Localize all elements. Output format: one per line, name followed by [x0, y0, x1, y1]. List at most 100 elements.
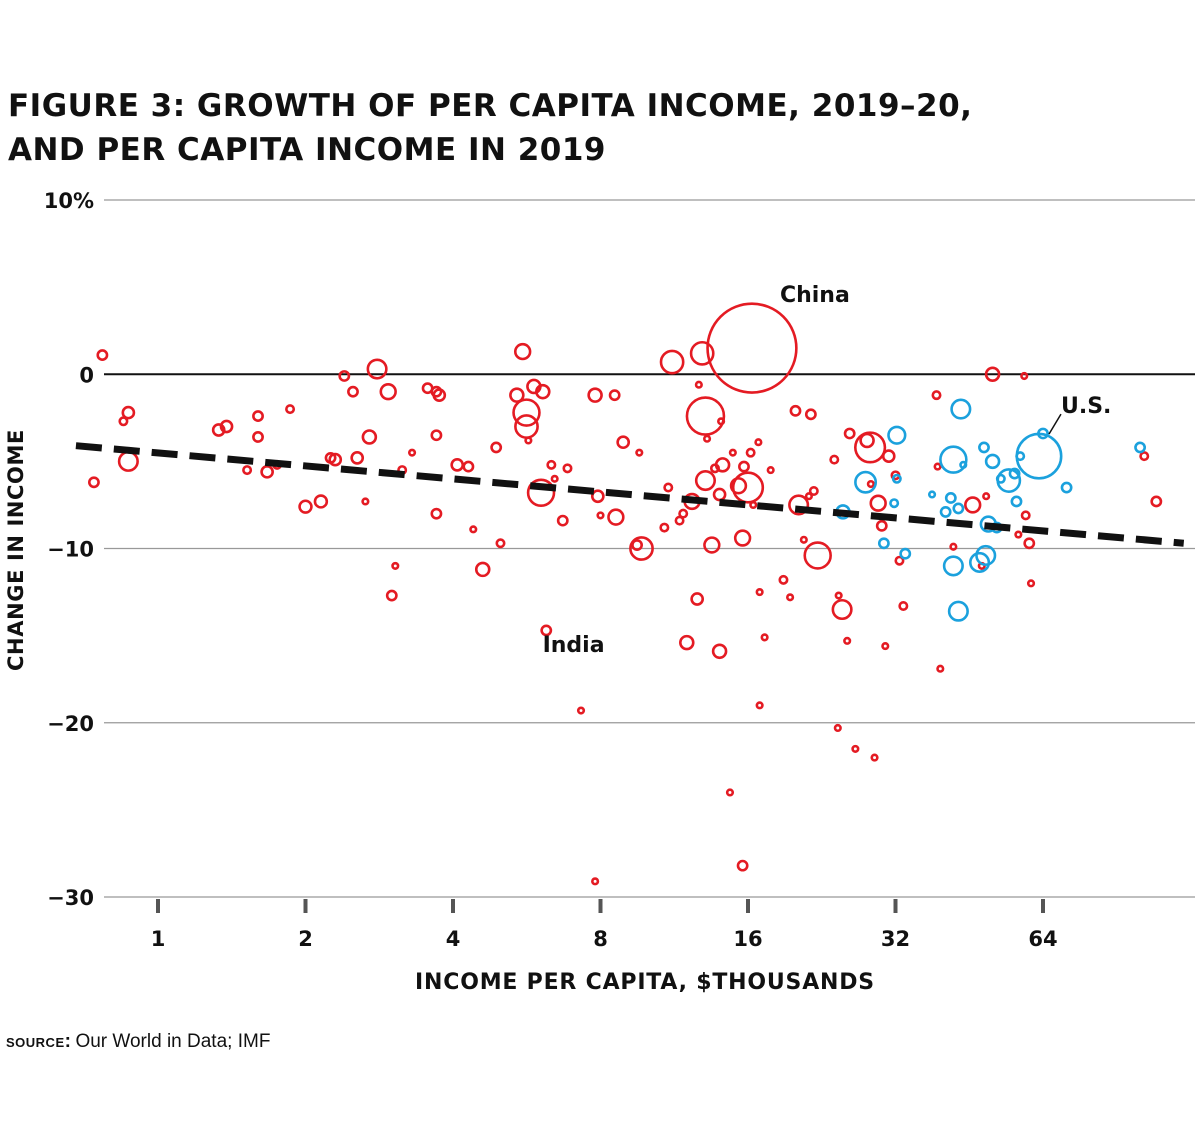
data-point-red [430, 429, 443, 442]
y-axis-ticks: 10% 0 −10 −20 −30 [44, 189, 94, 910]
data-point-red [789, 404, 802, 417]
data-point-red [755, 587, 764, 597]
data-point-red [469, 525, 478, 534]
data-point-red [285, 404, 296, 415]
data-point-blue [891, 473, 902, 484]
data-point-blue [942, 555, 964, 577]
source-label: source: [6, 1031, 72, 1052]
data-point-red [703, 536, 721, 554]
data-point-red [540, 624, 553, 637]
data-point-red [328, 452, 343, 467]
data-point-red [512, 398, 541, 427]
x-tick-label: 64 [1028, 927, 1057, 951]
data-point-red [866, 479, 875, 489]
source-text: Our World in Data; IMF [75, 1031, 271, 1052]
data-point-red [591, 877, 600, 886]
data-point-red [430, 507, 443, 520]
annotation-us: U.S. [1061, 394, 1111, 419]
y-tick-label: 10% [44, 189, 94, 213]
data-point-red [96, 349, 109, 362]
data-point-red [829, 454, 840, 465]
data-point-blue [939, 445, 968, 474]
data-point-red [260, 464, 274, 479]
data-point-red [350, 451, 365, 465]
annotation-india: India [543, 633, 605, 658]
data-point-red [313, 494, 329, 509]
gridlines [104, 199, 1195, 898]
x-tick-label: 2 [298, 927, 313, 951]
data-point-red [881, 449, 896, 463]
data-point-blue [947, 600, 969, 622]
data-point-red [562, 463, 573, 474]
data-point-red [894, 555, 905, 566]
data-point-blue [939, 505, 952, 518]
data-point-red [450, 458, 465, 472]
data-point-red [678, 508, 689, 519]
data-point-red [982, 492, 991, 501]
data-point-red [509, 387, 525, 403]
data-point-red [869, 494, 887, 512]
data-point-red [964, 496, 982, 514]
data-point-blue [978, 441, 990, 454]
data-point-blue [959, 460, 968, 469]
data-point-red [706, 302, 798, 394]
data-point-red [366, 358, 388, 380]
data-point-red [717, 417, 726, 426]
data-point-blue [975, 544, 997, 567]
y-tick-label: 0 [79, 363, 94, 387]
data-point-red [714, 457, 731, 473]
data-point-red [490, 441, 503, 454]
data-point-red [361, 497, 370, 506]
data-point-red [875, 519, 888, 532]
data-point-red [749, 500, 758, 510]
data-point-red [804, 408, 817, 421]
data-point-red [712, 487, 727, 502]
data-point-red [870, 753, 879, 762]
data-point-red [252, 431, 264, 443]
data-point-red [843, 636, 852, 645]
data-point-red [663, 482, 674, 493]
data-point-red [702, 434, 712, 443]
data-point-red [766, 466, 775, 475]
data-point-blue [1008, 467, 1021, 480]
data-point-red [833, 723, 842, 733]
data-point-red [391, 561, 400, 570]
data-point-red [778, 574, 789, 585]
data-point-red [379, 382, 397, 401]
data-point-red [738, 460, 750, 473]
x-tick-label: 32 [881, 927, 910, 951]
data-point-red [513, 342, 532, 361]
data-point-red [385, 589, 398, 602]
data-point-red [799, 535, 808, 544]
data-point-red [728, 448, 737, 457]
source-note: source: Our World in Data; IMF [6, 1031, 270, 1053]
x-tick-label: 8 [593, 927, 608, 951]
data-points [88, 302, 1163, 886]
data-point-red [711, 643, 728, 660]
data-point-blue [952, 502, 965, 515]
data-point-red [629, 536, 654, 561]
data-point-blue [887, 425, 907, 445]
data-point-red [745, 447, 756, 458]
y-tick-label: −10 [47, 538, 94, 562]
data-point-red [432, 388, 447, 403]
data-point-red [736, 859, 749, 872]
data-point-red [1026, 579, 1036, 588]
data-point-red [607, 508, 625, 526]
data-point-red [754, 438, 763, 447]
data-point-red [252, 410, 264, 422]
data-point-red [731, 471, 765, 504]
y-tick-label: −30 [47, 886, 94, 910]
data-point-red [898, 601, 909, 612]
data-point-red [1150, 495, 1163, 508]
data-point-blue [927, 490, 937, 499]
data-point-red [984, 366, 1001, 383]
trend-line [75, 442, 1185, 547]
data-point-red [407, 448, 417, 457]
chart-title: FIGURE 3: GROWTH OF PER CAPITA INCOME, 2… [8, 84, 1188, 172]
data-point-red [1020, 510, 1031, 521]
y-tick-label: −20 [47, 712, 94, 736]
data-point-red [803, 541, 832, 570]
data-point-blue [1060, 481, 1073, 494]
data-point-red [635, 448, 644, 457]
